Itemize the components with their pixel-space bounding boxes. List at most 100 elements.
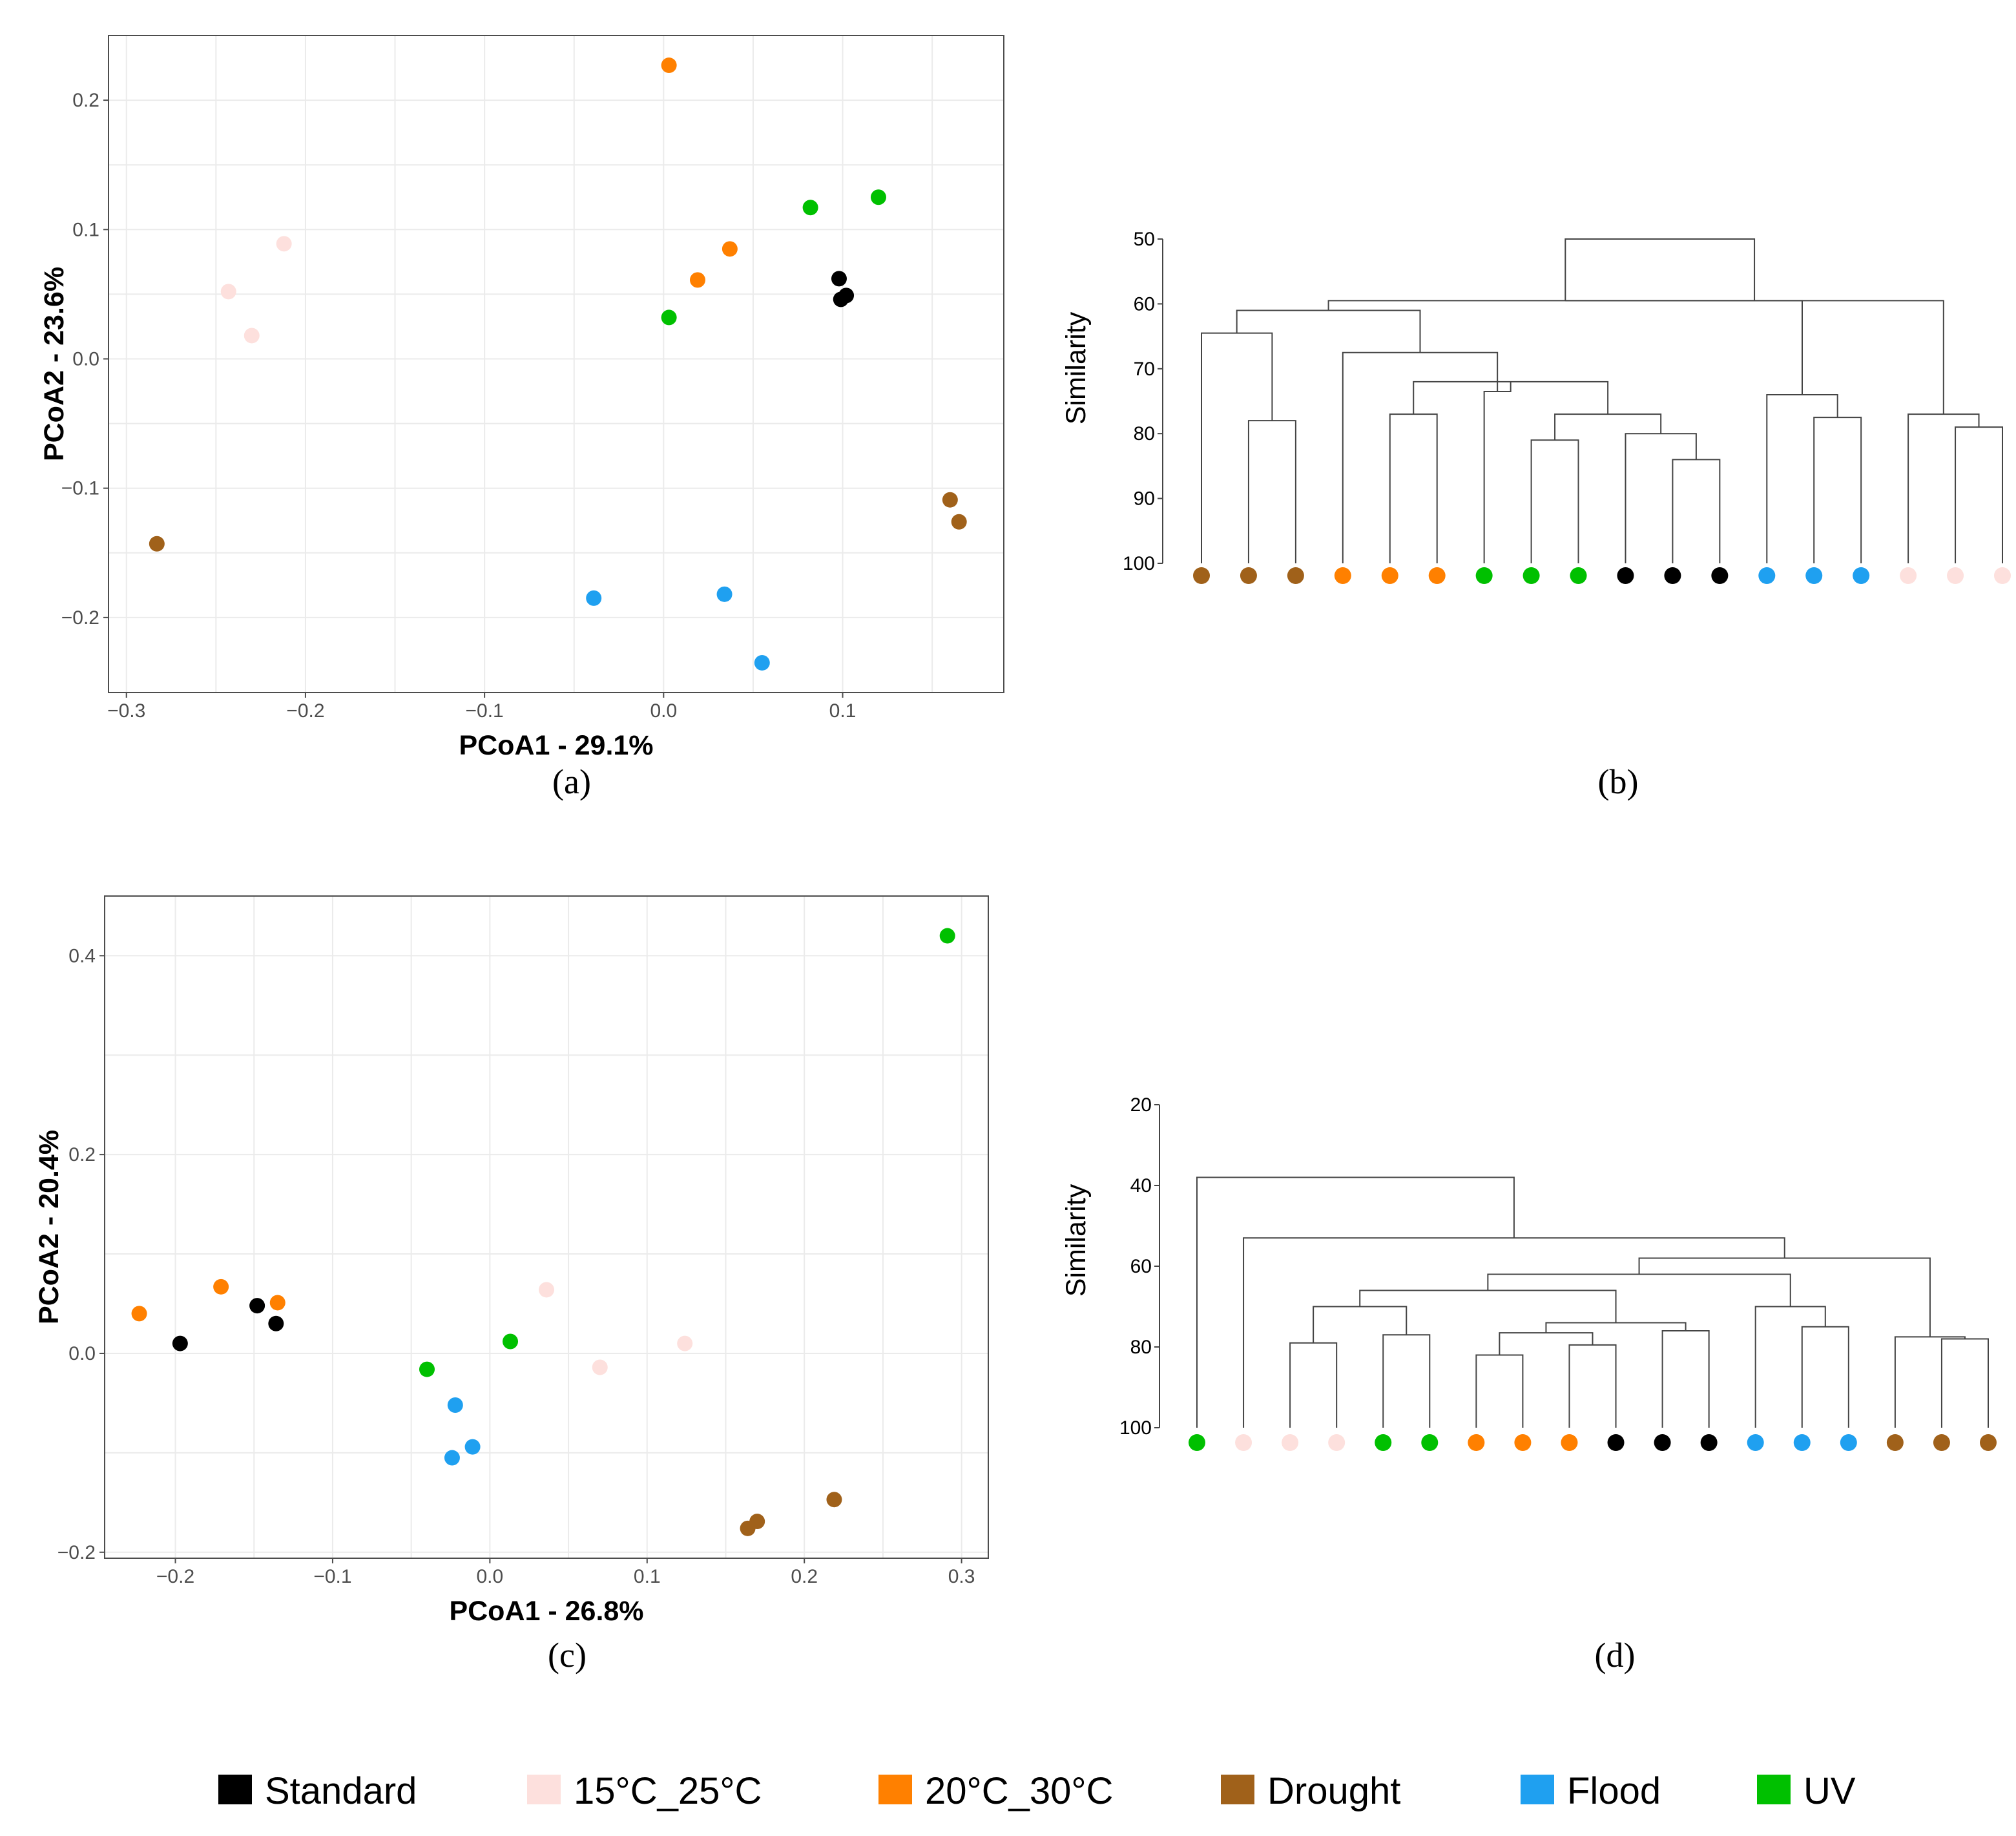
leaf-20-c-30-c [1381,567,1398,584]
dendrogram-branch [1940,1338,1989,1428]
dendrogram-branch [1625,433,1697,563]
dendrogram-branch [1327,300,1803,395]
legend-label-flood: Flood [1567,1770,1661,1812]
leaf-15-c-25-c [1328,1434,1346,1451]
point-drought [942,492,958,508]
point-15-c-25-c [220,284,236,300]
leaf-20-c-30-c [1561,1434,1578,1451]
point-standard [172,1335,188,1351]
y-axis-title: PCoA2 - 20.4% [34,1130,65,1324]
dendrogram-branch [1247,420,1296,563]
panel-label-a: (a) [552,762,591,801]
dendrogram-branch [1894,1336,1966,1428]
y-tick-label: 80 [1130,1337,1152,1358]
y-tick-label: 0.4 [68,945,96,966]
dendrogram-branch [1289,1342,1338,1428]
point-drought [149,536,165,552]
point-20-c-30-c [661,57,677,74]
point-20-c-30-c [213,1278,229,1295]
dendrogram-branch [1801,1326,1849,1428]
panel-label-d: (d) [1595,1636,1636,1674]
leaf-15-c-25-c [1282,1434,1299,1451]
leaf-20-c-30-c [1428,567,1446,584]
y-tick-label: 100 [1123,553,1155,574]
leaf-uv [1421,1434,1439,1451]
dendrogram-branch [1638,1257,1931,1337]
point-flood [464,1439,481,1455]
x-tick-label: −0.2 [286,700,324,722]
point-uv [802,200,818,216]
y-axis-title: Similarity [1061,1184,1092,1297]
y-tick-label: 90 [1134,488,1155,510]
legend-swatch-standard [218,1775,252,1804]
point-uv [870,189,886,205]
x-tick-label: −0.1 [466,700,504,722]
leaf-drought [1287,567,1304,584]
leaf-15-c-25-c [1994,567,2011,584]
pcoa-plot-a: −0.3 −0.2 −0.1 0.0 0.1 −0.2 −0.1 0.0 0.1 0.2 PCoA1… [39,35,1004,761]
legend-swatch-flood [1521,1775,1554,1804]
x-tick-label: 0.0 [477,1566,504,1587]
dendrogram-branch [1766,393,1838,563]
dendrogram-branch [1568,1344,1617,1428]
dendrogram-branch [1554,413,1662,441]
leaf-drought [1933,1434,1950,1451]
point-standard [268,1315,284,1331]
dendrogram-d: 20 40 60 80 100 Similarity [1061,1094,1997,1451]
x-tick-label: 0.3 [948,1566,975,1587]
leaf-flood [1840,1434,1857,1451]
leaf-uv [1522,567,1540,584]
leaf-drought [1193,567,1210,584]
y-tick-label: 0.0 [68,1343,96,1364]
dendrogram-branch [1754,1306,1826,1428]
point-uv [419,1361,435,1377]
legend-label-uv: UV [1803,1770,1856,1812]
panel-label-b: (b) [1598,762,1639,801]
x-tick-label: 0.0 [650,700,677,722]
y-tick-label: 60 [1134,293,1155,315]
legend: Standard 15°C_25°C 20°C_30°C Drought Flo… [218,1770,1856,1812]
leaf-uv [1570,567,1587,584]
leaf-15-c-25-c [1235,1434,1252,1451]
legend-swatch-15-25 [527,1775,561,1804]
point-standard [249,1298,265,1314]
y-tick-label: 0.2 [72,90,99,111]
point-drought [740,1520,756,1536]
leaf-15-c-25-c [1947,567,1964,584]
y-tick-label: 20 [1130,1094,1152,1116]
y-axis-title: PCoA2 - 23.6% [39,267,70,461]
dendrogram-branch [1530,439,1579,563]
dendrogram-branch [1201,332,1273,563]
dendrogram-branch [1475,1354,1524,1428]
panel-label-c: (c) [548,1636,587,1674]
x-tick-label: −0.1 [313,1566,351,1587]
point-20-c-30-c [722,241,738,257]
y-tick-label: −0.2 [57,1542,96,1563]
y-axis-title: Similarity [1061,311,1092,424]
point-drought [951,514,967,530]
y-tick-label: 100 [1119,1417,1152,1439]
x-tick-label: −0.2 [156,1566,194,1587]
y-tick-label: −0.2 [61,607,99,629]
leaf-uv [1189,1434,1205,1451]
legend-label-drought: Drought [1267,1770,1400,1812]
x-tick-label: −0.3 [107,700,145,722]
leaf-20-c-30-c [1514,1434,1532,1451]
dendrogram-branch [1565,300,1944,415]
point-uv [503,1333,519,1350]
point-15-c-25-c [677,1335,693,1351]
leaf-drought [1886,1434,1904,1451]
y-tick-label: 0.0 [72,348,99,370]
leaf-15-c-25-c [1900,567,1917,584]
point-uv [661,309,677,326]
x-tick-label: 0.1 [634,1566,661,1587]
y-tick-label: 80 [1134,423,1155,444]
y-tick-label: 0.1 [72,219,99,240]
point-20-c-30-c [131,1306,147,1322]
leaf-20-c-30-c [1334,567,1351,584]
point-15-c-25-c [539,1282,554,1298]
x-axis-title: PCoA1 - 29.1% [459,730,653,761]
leaf-drought [1240,567,1257,584]
leaf-uv [1475,567,1493,584]
leaf-flood [1758,567,1776,584]
